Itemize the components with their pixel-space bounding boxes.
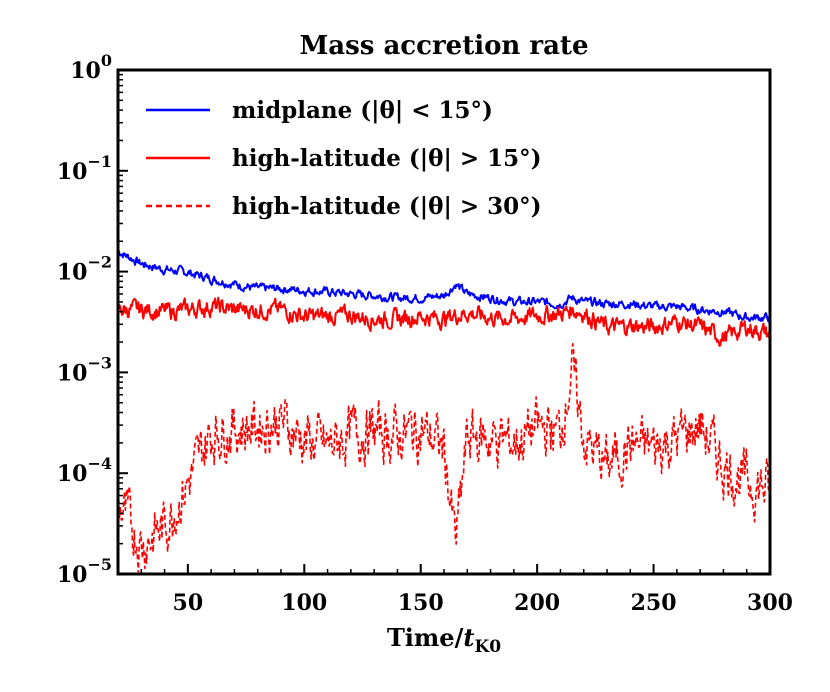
x-tick-label: 300 [747, 590, 793, 616]
y-tick-label: 10−2 [57, 253, 112, 286]
legend-label-high-latitude-15: high-latitude (|θ| > 15°) [232, 145, 542, 172]
x-tick-label: 150 [398, 590, 444, 616]
x-tick-label: 100 [281, 590, 327, 616]
y-tick-label: 10−1 [57, 152, 112, 185]
series-line-high-latitude-30 [118, 343, 770, 574]
chart-title: Mass accretion rate [300, 31, 589, 61]
series-line-high-latitude-15 [118, 296, 770, 347]
x-tick-label: 250 [631, 590, 677, 616]
series-line-midplane [118, 250, 770, 323]
x-tick-label: 50 [173, 590, 204, 616]
legend-label-midplane: midplane (|θ| < 15°) [232, 97, 493, 124]
x-axis-label-subscript: K0 [474, 637, 501, 657]
series-layer [118, 250, 770, 574]
x-axis: 50 100 150 200 250 300 [140, 564, 793, 616]
x-axis-label-main: Time/ [387, 623, 464, 652]
y-tick-label: 10−3 [57, 353, 112, 386]
x-axis-label-symbol: t [463, 623, 474, 652]
y-tick-label: 100 [70, 51, 112, 84]
y-tick-label: 10−5 [57, 555, 112, 588]
legend-label-high-latitude-30: high-latitude (|θ| > 30°) [232, 193, 542, 220]
x-tick-label: 200 [514, 590, 560, 616]
x-axis-label: Time/tK0 [387, 623, 501, 657]
y-tick-label: 10−4 [57, 454, 112, 487]
legend: midplane (|θ| < 15°) high-latitude (|θ| >… [146, 97, 542, 220]
y-axis: 100 10−1 10−2 10−3 10−4 10−5 [57, 51, 128, 588]
